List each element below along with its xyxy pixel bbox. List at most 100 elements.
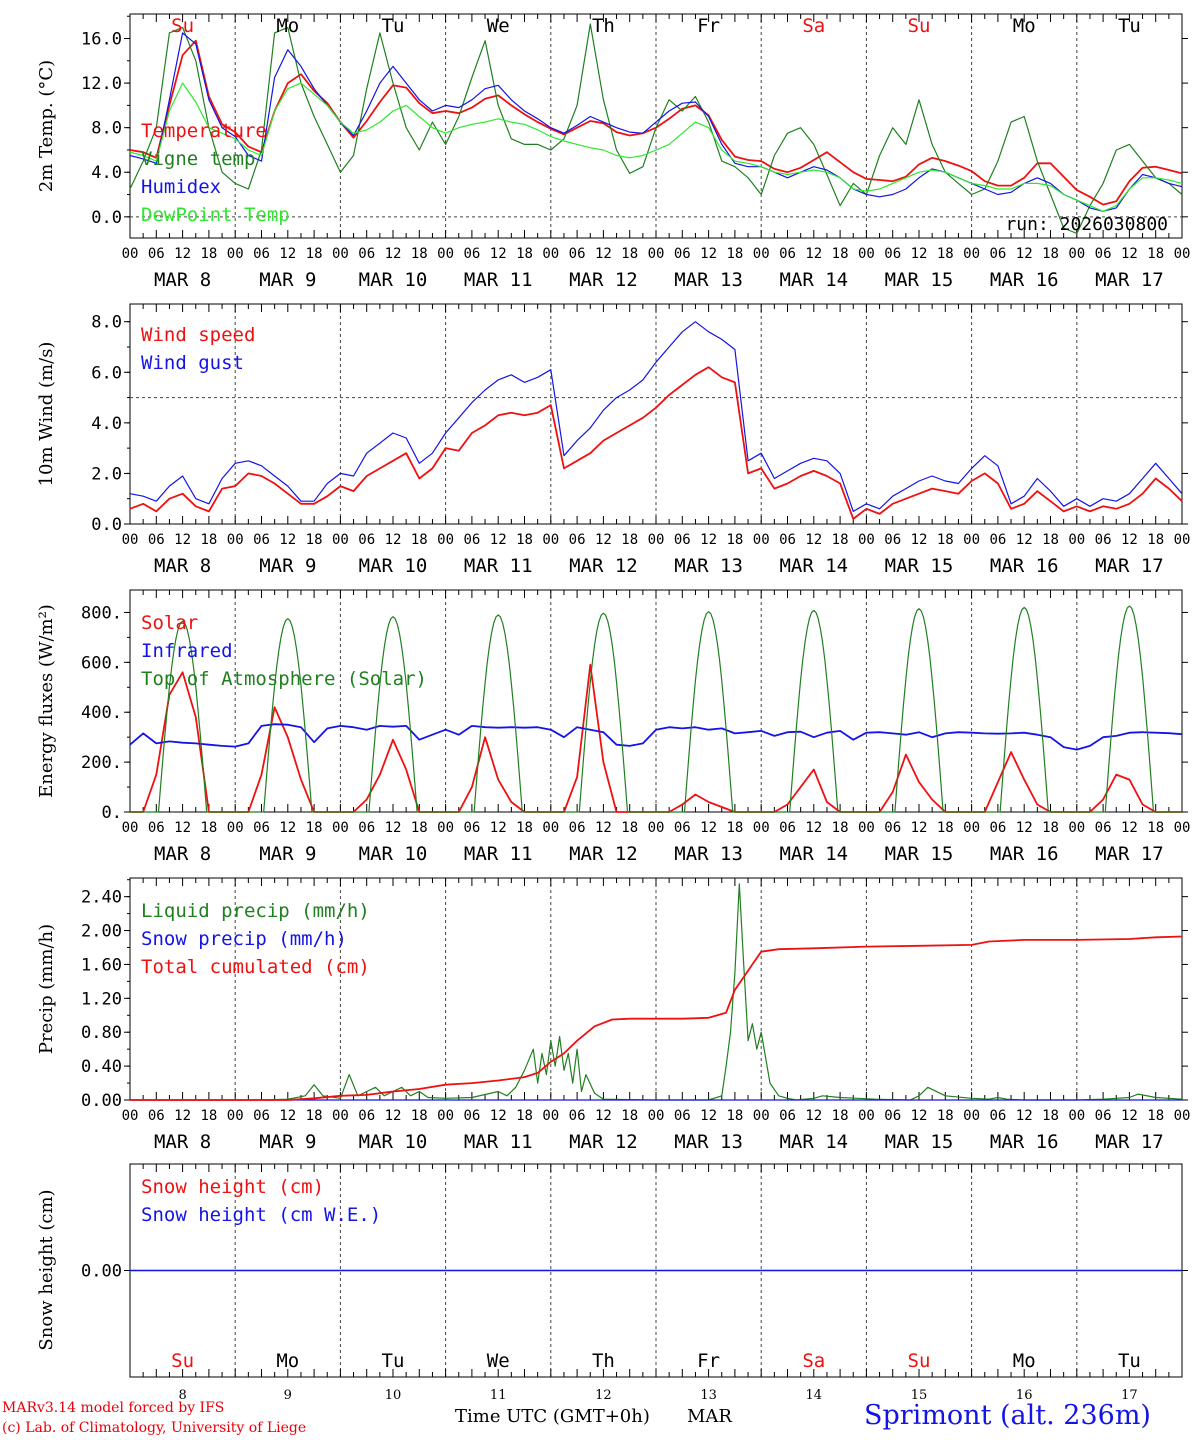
hour-tick-label: 06 xyxy=(779,532,796,548)
day-number-label: 13 xyxy=(700,1388,717,1403)
hour-tick-label: 06 xyxy=(989,532,1006,548)
hour-tick-label: 00 xyxy=(1068,532,1085,548)
date-label: MAR 16 xyxy=(990,843,1059,865)
y-tick-label: 12.0 xyxy=(81,74,122,94)
hour-tick-label: 12 xyxy=(595,532,612,548)
hour-tick-label: 06 xyxy=(253,1108,270,1124)
hour-tick-label: 12 xyxy=(1016,820,1033,836)
date-label: MAR 17 xyxy=(1095,1131,1164,1153)
hour-tick-label: 18 xyxy=(411,820,428,836)
hour-tick-label: 06 xyxy=(779,1108,796,1124)
weekday-label: Su xyxy=(171,15,194,37)
y-tick-label: 0.0 xyxy=(91,208,122,228)
hour-tick-label: 06 xyxy=(674,532,691,548)
hour-tick-label: 00 xyxy=(648,1108,665,1124)
hour-tick-label: 12 xyxy=(385,1108,402,1124)
day-number-label: 8 xyxy=(178,1388,186,1403)
hour-tick-label: 06 xyxy=(1095,1108,1112,1124)
hour-tick-label: 00 xyxy=(1174,820,1191,836)
hour-tick-label: 06 xyxy=(884,532,901,548)
hour-tick-label: 12 xyxy=(279,1108,296,1124)
panel-energy: 0. 200. 400. 600. 800. Energy fluxes (W/m²) So… xyxy=(36,589,1191,865)
hour-tick-label: 06 xyxy=(884,1108,901,1124)
hour-tick-label: 12 xyxy=(805,532,822,548)
hour-tick-label: 18 xyxy=(200,1108,217,1124)
y-tick-label: 0.40 xyxy=(81,1057,122,1077)
hour-tick-label: 18 xyxy=(726,246,743,262)
weekday-label: Su xyxy=(171,1350,194,1372)
hour-tick-label: 12 xyxy=(805,820,822,836)
hour-tick-label: 18 xyxy=(937,246,954,262)
date-label: MAR 14 xyxy=(779,269,848,291)
hour-tick-label: 00 xyxy=(437,820,454,836)
day-number-label: 14 xyxy=(806,1388,823,1403)
weekday-label: Su xyxy=(908,1350,931,1372)
y-tick-label: 0.80 xyxy=(81,1023,122,1043)
y-tick-label: 2.40 xyxy=(81,888,122,908)
legend-entry: Humidex xyxy=(141,176,221,198)
hour-tick-label: 00 xyxy=(963,246,980,262)
hour-tick-label: 06 xyxy=(253,820,270,836)
legend-entry: Liquid precip (mm/h) xyxy=(141,900,370,922)
hour-tick-label: 00 xyxy=(437,532,454,548)
hour-tick-label: 06 xyxy=(989,1108,1006,1124)
hour-tick-label: 06 xyxy=(1095,246,1112,262)
y-tick-label: 0.0 xyxy=(91,515,122,535)
date-label: MAR 11 xyxy=(464,843,533,865)
hour-tick-label: 06 xyxy=(358,820,375,836)
hour-tick-label: 00 xyxy=(858,532,875,548)
hour-tick-label: 06 xyxy=(148,820,165,836)
y-tick-label: 4.0 xyxy=(91,414,122,434)
y-tick-label: 1.60 xyxy=(81,955,122,975)
series-top-of-atmosphere-solar- xyxy=(130,605,1182,813)
y-tick-label: 2.0 xyxy=(91,464,122,484)
date-label: MAR 11 xyxy=(464,269,533,291)
legend-entry: Snow precip (mm/h) xyxy=(141,928,347,950)
weekday-label: We xyxy=(487,15,510,37)
hour-tick-label: 12 xyxy=(1121,532,1138,548)
weekday-label: Fr xyxy=(697,15,720,37)
hour-tick-label: 00 xyxy=(227,820,244,836)
hour-tick-label: 00 xyxy=(648,820,665,836)
hour-tick-label: 06 xyxy=(569,820,586,836)
date-label: MAR 8 xyxy=(154,1131,211,1153)
hour-tick-label: 12 xyxy=(385,246,402,262)
hour-tick-label: 18 xyxy=(411,1108,428,1124)
date-label: MAR 13 xyxy=(674,1131,743,1153)
hour-tick-label: 12 xyxy=(1121,246,1138,262)
y-tick-label: 600. xyxy=(81,653,122,673)
day-number-label: 16 xyxy=(1016,1388,1033,1403)
hour-tick-label: 00 xyxy=(963,820,980,836)
y-tick-label: 0.00 xyxy=(81,1262,122,1282)
hour-tick-label: 12 xyxy=(174,1108,191,1124)
hour-tick-label: 06 xyxy=(569,246,586,262)
hour-tick-label: 00 xyxy=(963,1108,980,1124)
series-dewpoint-temp xyxy=(129,82,1183,212)
date-label: MAR 17 xyxy=(1095,555,1164,577)
day-number-label: 12 xyxy=(595,1388,612,1403)
weekday-label: Mo xyxy=(1013,1350,1036,1372)
hour-tick-label: 18 xyxy=(411,532,428,548)
y-tick-label: 400. xyxy=(81,703,122,723)
hour-tick-label: 18 xyxy=(1042,246,1059,262)
y-tick-label: 2.00 xyxy=(81,922,122,942)
series-wind-speed xyxy=(129,366,1183,520)
y-tick-label: 16.0 xyxy=(81,30,122,50)
date-label: MAR 8 xyxy=(154,555,211,577)
hour-tick-label: 06 xyxy=(148,532,165,548)
weekday-label: Tu xyxy=(1118,15,1141,37)
hour-tick-label: 12 xyxy=(805,1108,822,1124)
weekday-label: Mo xyxy=(1013,15,1036,37)
hour-tick-label: 12 xyxy=(174,532,191,548)
hour-tick-label: 12 xyxy=(1121,820,1138,836)
hour-tick-label: 12 xyxy=(911,246,928,262)
y-tick-label: 0. xyxy=(102,803,122,823)
weekday-label: Fr xyxy=(697,1350,720,1372)
weekday-label: Mo xyxy=(276,1350,299,1372)
hour-tick-label: 18 xyxy=(937,820,954,836)
legend-entry: Solar xyxy=(141,612,198,634)
hour-tick-label: 00 xyxy=(858,246,875,262)
hour-tick-label: 12 xyxy=(490,246,507,262)
y-axis-label: 10m Wind (m/s) xyxy=(36,342,57,487)
hour-tick-label: 06 xyxy=(253,246,270,262)
